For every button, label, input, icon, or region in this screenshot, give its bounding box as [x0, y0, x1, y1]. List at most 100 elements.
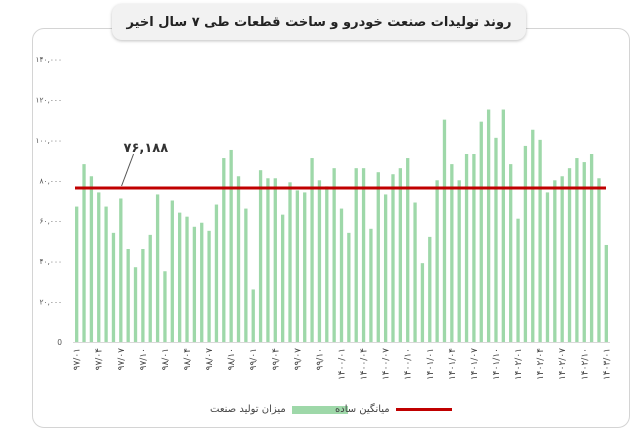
bar — [428, 236, 432, 342]
x-tick-label: ۹۸/۰۴ — [183, 348, 193, 371]
bar — [258, 170, 263, 342]
x-tick-label: ۹۸/۱۰ — [227, 348, 237, 370]
bar — [163, 271, 167, 342]
x-tick-label: ۹۸/۰۱ — [161, 348, 171, 370]
y-axis: 0 ۲۰,۰۰۰ ۴۰,۰۰۰ ۶۰,۰۰۰ ۸۰,۰۰۰ ۱۰۰,۰۰۰ ۱۲۰,۰۰۰ ۱… — [35, 55, 62, 347]
bar — [126, 249, 130, 342]
bar — [236, 176, 241, 342]
bar — [413, 202, 417, 342]
x-tick-label: ۱۴۰۱/۰۴ — [448, 348, 458, 380]
bar — [303, 192, 307, 342]
bar — [501, 109, 505, 343]
x-tick-label: ۱۴۰۰/۱۰ — [404, 348, 414, 380]
bar — [575, 158, 579, 342]
x-tick-label: ۹۷/۰۱ — [73, 348, 83, 370]
legend-item-average: میانگین ساده — [335, 404, 452, 415]
average-value-label: ۷۶,۱۸۸ — [124, 141, 169, 156]
bar — [111, 232, 116, 342]
bar — [273, 178, 277, 342]
x-tick-label: ۱۴۰۱/۰۷ — [470, 348, 480, 380]
bar — [155, 194, 160, 342]
bar — [545, 192, 550, 342]
bar — [310, 158, 314, 342]
bar — [450, 164, 454, 342]
bar — [391, 174, 395, 342]
bar — [376, 172, 380, 342]
bar — [222, 158, 226, 342]
bar — [567, 168, 572, 342]
bar — [178, 212, 182, 342]
y-tick-label: ۸۰,۰۰۰ — [39, 176, 62, 185]
bar — [457, 180, 461, 342]
x-axis: ۹۷/۰۱ ۹۷/۰۴ ۹۷/۰۷ ۹۷/۱۰ ۹۸/۰۱ ۹۸/۰۴ ۹۸/۰۷ ۹۸/۱۰… — [73, 342, 612, 380]
bar — [192, 226, 197, 342]
bar — [589, 154, 594, 342]
bar — [317, 180, 322, 342]
x-tick-label: ۱۴۰۲/۰۴ — [536, 348, 546, 380]
y-tick-label: 0 — [57, 338, 62, 347]
bar — [251, 289, 255, 342]
bar — [435, 180, 439, 342]
legend-item-production: میزان تولید صنعت — [210, 404, 348, 415]
bar — [89, 176, 94, 342]
y-tick-label: ۶۰,۰۰۰ — [39, 217, 62, 226]
bar — [119, 198, 123, 342]
x-tick-label: ۹۷/۱۰ — [139, 348, 149, 370]
bar — [97, 192, 101, 342]
chart-frame — [32, 28, 630, 428]
x-tick-label: ۱۴۰۲/۱۰ — [580, 348, 590, 380]
x-tick-label: ۹۷/۰۷ — [117, 348, 127, 371]
bar — [133, 267, 138, 342]
x-tick-label: ۹۹/۱۰ — [315, 348, 325, 370]
bar — [538, 139, 542, 342]
bar — [531, 129, 535, 342]
bar — [141, 249, 145, 342]
bar — [266, 178, 270, 342]
bar — [516, 218, 520, 342]
bar — [170, 200, 174, 342]
bar — [486, 109, 491, 343]
legend-label-average: میانگین ساده — [335, 404, 390, 415]
bar — [104, 206, 108, 342]
chart-title: روند تولیدات صنعت خودرو و ساخت قطعات طی … — [112, 4, 526, 40]
bar — [339, 208, 344, 342]
legend-swatch-line — [395, 408, 452, 411]
bar — [560, 176, 564, 342]
bar — [229, 149, 233, 342]
bar — [472, 154, 476, 342]
bar — [280, 214, 285, 342]
x-tick-label: ۱۴۰۰/۰۷ — [382, 348, 392, 380]
x-tick-label: ۹۷/۰۴ — [95, 348, 105, 371]
bar-series — [75, 109, 608, 343]
y-tick-label: ۱۲۰,۰۰۰ — [35, 95, 62, 104]
x-tick-label: ۹۸/۰۷ — [205, 348, 215, 371]
bar — [383, 194, 388, 342]
x-tick-label: ۱۴۰۰/۰۴ — [360, 348, 370, 380]
bar — [398, 168, 403, 342]
bar — [214, 204, 219, 342]
x-tick-label: ۱۴۰۰/۰۱ — [338, 348, 348, 380]
y-tick-label: ۴۰,۰۰۰ — [39, 257, 62, 266]
bar — [325, 186, 329, 342]
x-tick-label: ۹۹/۰۴ — [271, 348, 281, 371]
x-tick-label: ۱۴۰۲/۰۱ — [514, 348, 524, 380]
bar — [494, 137, 498, 342]
x-tick-label: ۱۴۰۱/۱۰ — [492, 348, 502, 380]
bar — [553, 180, 557, 342]
average-line: ۷۶,۱۸۸ — [75, 141, 606, 190]
bar — [420, 263, 425, 342]
bar — [442, 119, 447, 343]
bar — [406, 158, 410, 342]
x-tick-label: ۱۴۰۲/۰۷ — [558, 348, 568, 380]
bar — [295, 190, 300, 342]
bar — [369, 228, 373, 342]
x-tick-label: ۱۴۰۳/۰۱ — [602, 348, 612, 380]
bar — [509, 164, 513, 342]
bar — [288, 182, 292, 342]
average-callout-line — [121, 153, 135, 187]
y-tick-label: ۱۰۰,۰۰۰ — [35, 136, 62, 145]
bar — [582, 162, 586, 342]
bar — [75, 206, 79, 342]
x-tick-label: ۹۹/۰۱ — [249, 348, 259, 370]
bar — [185, 216, 189, 342]
